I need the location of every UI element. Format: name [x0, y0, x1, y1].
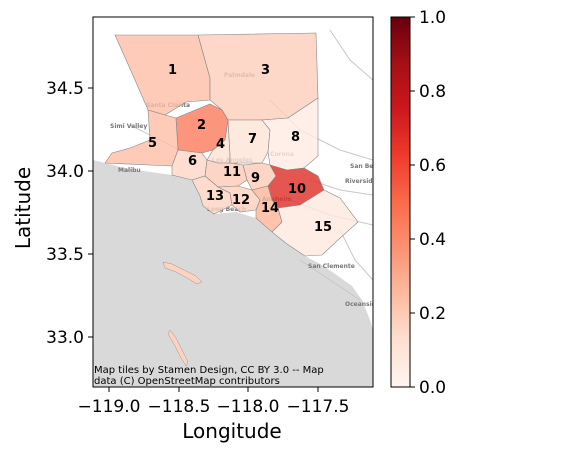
region-label-9: 9 [251, 171, 260, 186]
y-axis [88, 87, 93, 338]
region-labels: 1 2 3 4 5 6 7 8 9 10 11 12 13 14 15 [148, 63, 332, 235]
island-santa-catalina [162, 261, 203, 285]
x-tick-label: −119.0 [78, 397, 141, 417]
region-label-2: 2 [197, 118, 206, 133]
map-attribution: Map tiles by Stamen Design, CC BY 3.0 --… [94, 365, 324, 387]
region-label-13: 13 [206, 189, 224, 204]
colorbar-tick-label: 0.4 [419, 230, 446, 250]
region-label-8: 8 [291, 130, 300, 145]
region-label-12: 12 [232, 193, 250, 208]
colorbar-tick-label: 0.0 [419, 378, 446, 398]
svg-text:Long Beach: Long Beach [207, 206, 246, 213]
region-label-3: 3 [261, 63, 270, 78]
x-axis [108, 387, 319, 392]
region-label-14: 14 [261, 201, 279, 216]
x-tick-labels: −119.0 −118.5 −118.0 −117.5 [78, 397, 350, 417]
y-tick-label: 33.0 [46, 328, 84, 348]
island-san-clemente [167, 329, 189, 367]
region-15 [271, 189, 359, 257]
colorbar-tick-label: 0.2 [419, 304, 446, 324]
attribution-line-2: data (C) OpenStreetMap contributors [94, 376, 280, 387]
region-label-10: 10 [288, 182, 306, 197]
y-tick-label: 34.5 [46, 79, 84, 99]
region-label-15: 15 [314, 220, 332, 235]
region-5 [104, 109, 179, 167]
regions [104, 32, 359, 257]
svg-text:San Clemente: San Clemente [308, 263, 355, 270]
svg-text:Oceanside: Oceanside [345, 301, 380, 308]
svg-text:Simi Valley: Simi Valley [110, 123, 147, 130]
x-axis-label: Longitude [182, 419, 281, 443]
attribution-line-1: Map tiles by Stamen Design, CC BY 3.0 --… [94, 365, 324, 376]
y-axis-label: Latitude [11, 167, 35, 249]
colorbar-tick-label: 1.0 [419, 8, 446, 28]
region-label-4: 4 [216, 137, 225, 152]
region-label-5: 5 [148, 136, 157, 151]
colorbar: 0.0 0.2 0.4 0.6 0.8 1.0 [390, 8, 446, 398]
colorbar-gradient [390, 16, 411, 388]
y-tick-labels: 34.5 34.0 33.5 33.0 [46, 79, 84, 348]
map-panel: Santa Clarita Palmdale Simi Valley Los A… [93, 17, 383, 387]
region-label-11: 11 [223, 165, 241, 180]
x-tick-label: −117.5 [287, 397, 350, 417]
ocean [93, 160, 373, 387]
region-label-6: 6 [188, 154, 197, 169]
y-tick-label: 34.0 [46, 162, 84, 182]
y-tick-label: 33.5 [46, 245, 84, 265]
map-frame [92, 16, 374, 388]
colorbar-tick-label: 0.8 [419, 82, 446, 102]
svg-text:Malibu: Malibu [118, 167, 141, 174]
x-tick-label: −118.0 [217, 397, 280, 417]
region-label-7: 7 [248, 132, 257, 147]
colorbar-tick-label: 0.6 [419, 156, 446, 176]
region-label-1: 1 [168, 63, 177, 78]
x-tick-label: −118.5 [148, 397, 211, 417]
svg-text:Riverside: Riverside [345, 178, 377, 185]
svg-text:San Bern.: San Bern. [350, 163, 383, 170]
